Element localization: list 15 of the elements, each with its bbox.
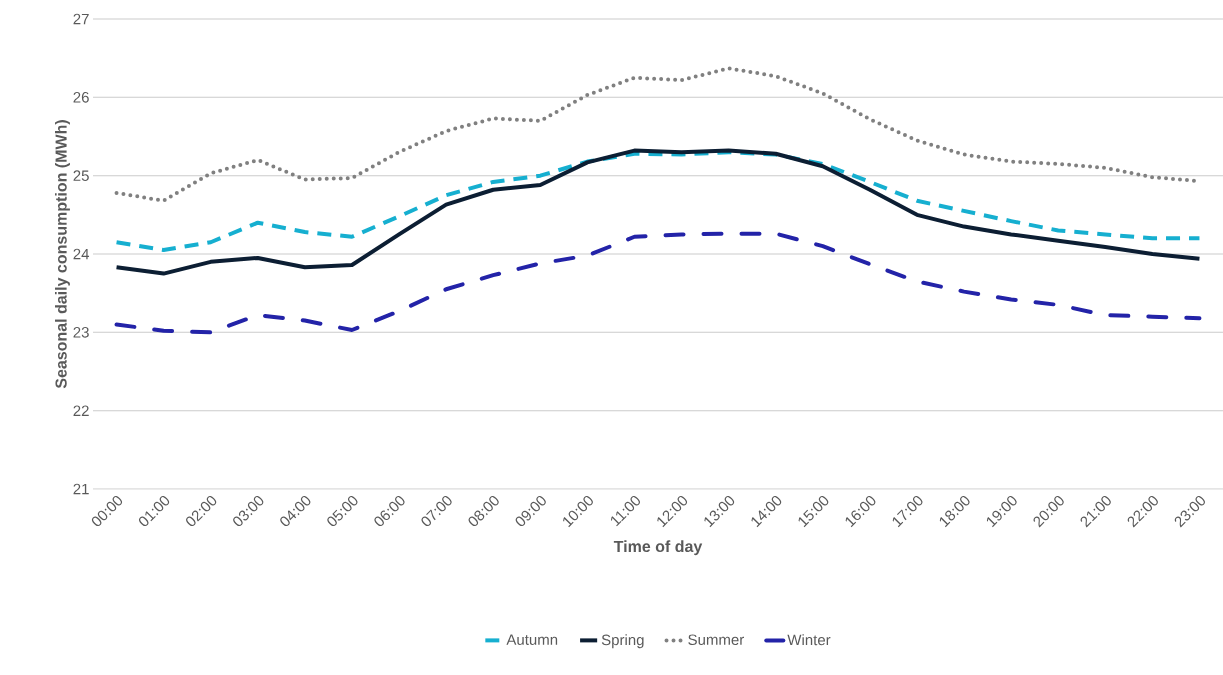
line-series <box>114 148 1202 276</box>
y-tick-label: 22 <box>73 405 89 416</box>
y-tick-label: 24 <box>73 248 90 260</box>
y-tick-label: 25 <box>73 170 89 181</box>
y-tick-label: 23 <box>73 327 89 338</box>
line-series <box>114 231 1202 335</box>
y-tick-label: 21 <box>73 483 89 495</box>
legend-label: Summer <box>688 634 744 646</box>
y-tick-label: 26 <box>73 92 89 103</box>
legend-label: Winter <box>787 634 831 646</box>
legend-label: Spring <box>601 634 644 649</box>
legend-label: Autumn <box>506 634 558 645</box>
x-axis-title: Time of day <box>613 540 703 556</box>
y-tick-label: 27 <box>73 13 89 25</box>
y-axis-title: Seasonal daily consumption (MWh) <box>55 120 70 389</box>
